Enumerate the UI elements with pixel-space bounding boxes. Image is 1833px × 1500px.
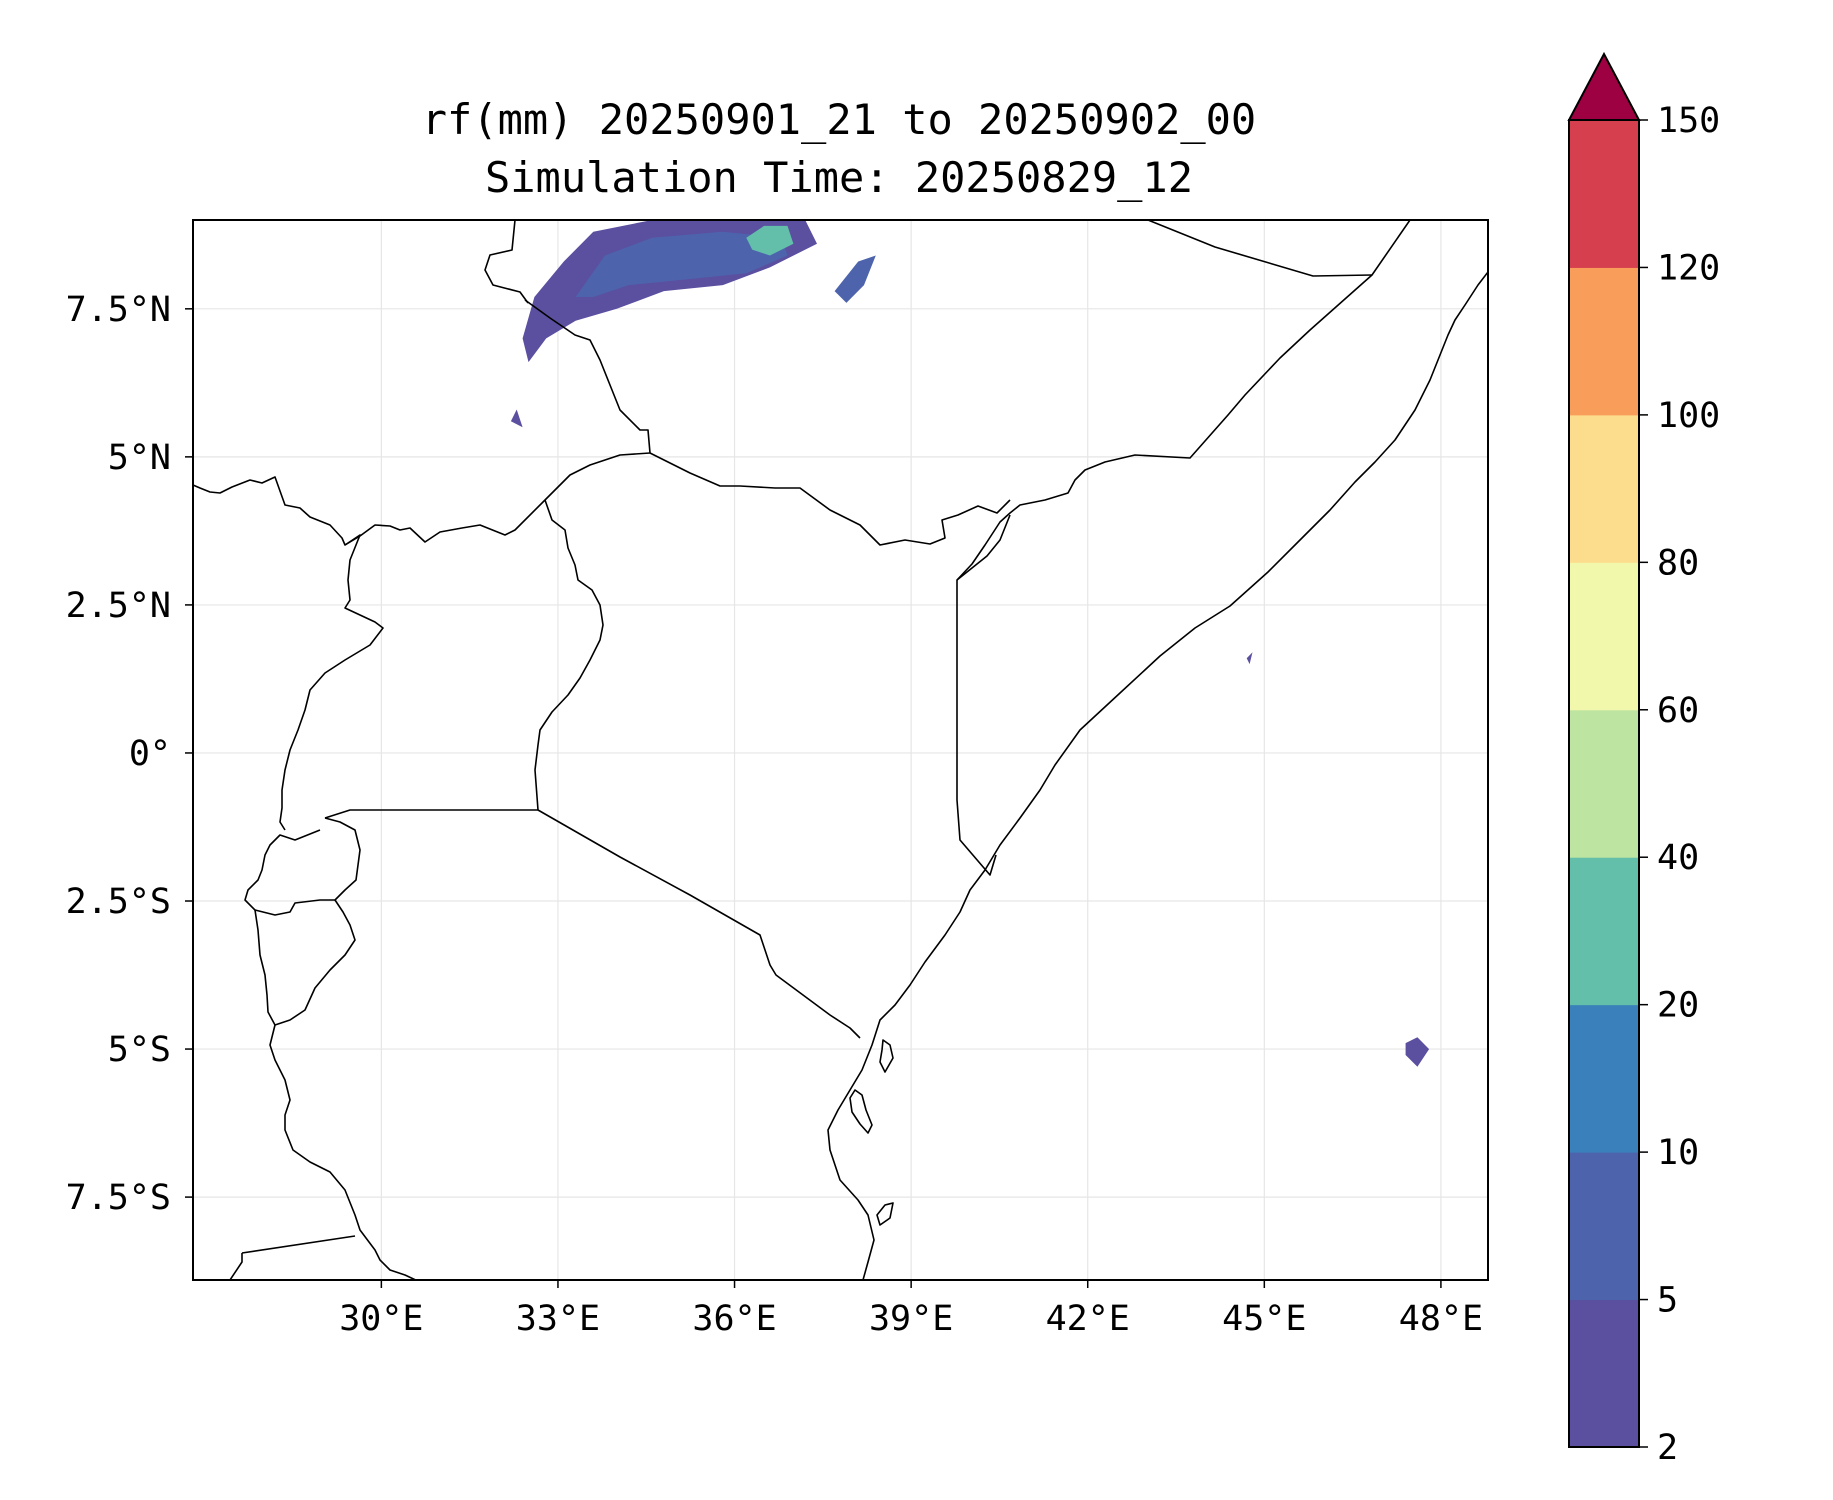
colorbar: 2 5 10 20 40 60 80 100 120 150	[1567, 51, 1720, 1468]
colorbar-label-2: 10	[1657, 1133, 1699, 1173]
x-tick-label-5: 45°E	[1222, 1299, 1306, 1339]
somalia-ethiopia-border	[956, 220, 1411, 876]
x-tick-label-1: 33°E	[516, 1299, 600, 1339]
title-line-1: rf(mm) 20250901_21 to 20250902_00	[422, 95, 1256, 144]
precip-area-north-cell-east	[834, 255, 876, 303]
uganda-tanzania-border	[324, 809, 538, 819]
uganda-kenya-border	[534, 499, 604, 811]
uganda-drc-border	[279, 534, 384, 831]
colorbar-segment-4	[1569, 709, 1639, 858]
y-tick-label-0: 7.5°N	[66, 290, 171, 330]
title-line-2: Simulation Time: 20250829_12	[485, 153, 1193, 202]
colorbar-label-5: 60	[1657, 691, 1699, 731]
ethiopia-kenya-border	[649, 452, 1011, 546]
precipitation-layer	[510, 220, 1430, 1067]
colorbar-label-1: 5	[1657, 1281, 1678, 1321]
south-sudan-kenya-border	[193, 452, 651, 546]
y-tick-label-1: 5°N	[108, 438, 171, 478]
rwanda-burundi	[244, 817, 361, 916]
x-tick-label-3: 39°E	[869, 1299, 953, 1339]
y-tick-label-4: 2.5°S	[66, 882, 171, 922]
x-tick-label-4: 42°E	[1046, 1299, 1130, 1339]
y-axis-ticks: 7.5°N 5°N 2.5°N 0° 2.5°S 5°S 7.5°S	[66, 290, 193, 1218]
colorbar-label-6: 80	[1657, 543, 1699, 583]
colorbar-frame	[1568, 119, 1640, 1448]
south-sudan-ethiopia-border	[524, 299, 651, 454]
precip-area-indian-ocean-cells	[1405, 1037, 1430, 1067]
precip-area-small-cell-1	[510, 409, 523, 428]
colorbar-segment-7	[1569, 267, 1639, 416]
colorbar-label-3: 20	[1657, 986, 1699, 1026]
malawi-border	[229, 1253, 243, 1280]
colorbar-segment-5	[1569, 562, 1639, 711]
colorbar-label-4: 40	[1657, 838, 1699, 878]
lake-tanganyika-shore	[254, 909, 418, 1280]
precip-area-north-cluster-core	[746, 225, 794, 256]
y-tick-label-6: 7.5°S	[66, 1178, 171, 1218]
colorbar-segment-8	[1569, 120, 1639, 268]
colorbar-label-8: 120	[1657, 248, 1720, 288]
mafia-island	[876, 1202, 894, 1226]
zambia-tanzania-border	[241, 1235, 356, 1254]
colorbar-label-0: 2	[1657, 1428, 1678, 1468]
map-frame	[192, 219, 1489, 1281]
y-tick-label-2: 2.5°N	[66, 586, 171, 626]
coastline	[827, 271, 1488, 1280]
colorbar-segment-6	[1569, 414, 1639, 563]
colorbar-segment-1	[1569, 1152, 1639, 1301]
zanzibar-island	[879, 1039, 894, 1073]
y-tick-label-5: 5°S	[108, 1030, 171, 1070]
kenya-somalia-border	[956, 514, 1011, 581]
x-tick-label-0: 30°E	[339, 1299, 423, 1339]
x-tick-label-2: 36°E	[692, 1299, 776, 1339]
colorbar-label-7: 100	[1657, 396, 1720, 436]
gridlines	[193, 220, 1488, 1280]
somalia-north-border	[1147, 220, 1373, 277]
map-panel: 30°E 33°E 36°E 39°E 42°E 45°E 48°E 7.5°N 5°N 2.5…	[66, 219, 1489, 1339]
y-tick-label-3: 0°	[129, 734, 171, 774]
colorbar-segment-3	[1569, 857, 1639, 1006]
x-axis-ticks: 30°E 33°E 36°E 39°E 42°E 45°E 48°E	[339, 1280, 1483, 1339]
kenya-tanzania-border	[537, 809, 861, 1039]
colorbar-label-9: 150	[1657, 101, 1720, 141]
precip-area-north-cluster-inner	[575, 231, 788, 297]
pemba-island	[849, 1089, 873, 1134]
colorbar-segment-2	[1569, 1004, 1639, 1153]
map-background	[193, 220, 1488, 1280]
precip-area-somali-cell	[1246, 652, 1253, 665]
colorbar-segment-0	[1569, 1299, 1639, 1448]
country-borders	[193, 220, 1488, 1280]
burundi-tanzania-border	[274, 899, 356, 1026]
sudan-ethiopia-border	[484, 220, 529, 304]
x-tick-label-6: 48°E	[1399, 1299, 1483, 1339]
colorbar-extend-arrow	[1567, 51, 1641, 121]
